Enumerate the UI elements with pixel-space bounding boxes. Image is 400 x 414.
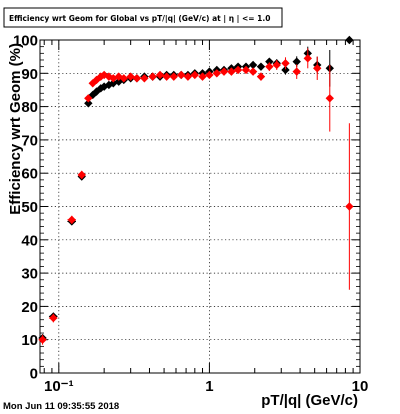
data-point (265, 57, 274, 66)
data-point (248, 67, 258, 76)
data-point (49, 313, 58, 323)
data-point (281, 65, 290, 75)
data-point (198, 72, 207, 81)
data-point (303, 54, 312, 63)
data-point (67, 215, 77, 225)
data-point (38, 335, 47, 344)
data-point (132, 74, 142, 83)
title-box (3, 7, 283, 28)
x-tick-label: 10 (352, 378, 369, 395)
timestamp: Mon Jun 11 09:35:55 2018 (3, 401, 119, 412)
data-point (88, 79, 97, 88)
data-point (313, 64, 322, 73)
data-point (119, 74, 128, 83)
data-point (227, 67, 236, 76)
data-point (77, 170, 86, 180)
y-tick-label: 90 (21, 66, 38, 83)
data-point (162, 72, 171, 81)
series-red (38, 48, 354, 345)
data-point (99, 70, 109, 80)
data-point (84, 99, 93, 108)
data-point (205, 70, 214, 80)
data-point (104, 72, 114, 81)
y-tick-label: 80 (21, 99, 38, 116)
series-black (38, 35, 354, 343)
data-point (325, 94, 334, 103)
y-axis-title: Efficiency wrt Geom (%) (7, 43, 24, 215)
data-point (148, 72, 157, 81)
data-point (281, 59, 290, 68)
axis-ticks (40, 39, 361, 374)
data-point (96, 84, 105, 93)
data-point (109, 79, 118, 88)
y-tick-label: 50 (21, 199, 38, 216)
data-point (126, 72, 135, 81)
y-tick-label: 40 (21, 232, 38, 249)
data-point (219, 67, 229, 76)
y-tick-labels: 0 10 20 30 40 50 60 70 80 90 100 (13, 33, 38, 383)
data-point (190, 70, 200, 80)
data-point (265, 62, 274, 71)
data-point (104, 80, 114, 90)
data-point (183, 72, 193, 81)
data-point (256, 72, 266, 81)
data-point (345, 35, 354, 45)
y-tick-label: 70 (21, 132, 38, 149)
data-point (92, 87, 101, 96)
data-point (272, 60, 281, 70)
chart-title: Efficiency wrt Geom for Global vs pT/|q|… (9, 14, 270, 24)
x-axis-title: pT/|q| (GeV/c) (261, 392, 358, 409)
y-tick-label: 10 (21, 332, 38, 349)
data-point (256, 62, 266, 71)
data-point (177, 70, 186, 80)
y-tick-label: 30 (21, 266, 38, 283)
x-tick-label: 1 (205, 378, 213, 395)
data-point (292, 67, 301, 76)
data-point (212, 69, 222, 78)
data-point (248, 60, 258, 70)
grid-lines (40, 40, 360, 373)
y-tick-label: 0 (30, 366, 38, 383)
y-tick-label: 100 (13, 33, 38, 50)
data-point (169, 72, 178, 81)
data-point (99, 82, 109, 91)
data-point (92, 75, 101, 85)
data-point (241, 65, 251, 75)
y-tick-label: 60 (21, 166, 38, 183)
data-point (114, 72, 123, 81)
data-series (38, 35, 354, 345)
x-tick-label: 10⁻¹ (44, 378, 74, 395)
data-point (292, 57, 301, 66)
data-point (140, 74, 149, 83)
data-point (233, 65, 243, 75)
data-point (96, 72, 105, 81)
data-point (345, 202, 354, 211)
y-tick-label: 20 (21, 299, 38, 316)
data-point (84, 94, 93, 103)
data-point (155, 70, 165, 80)
x-tick-labels: 10⁻¹ 1 10 (44, 378, 368, 395)
